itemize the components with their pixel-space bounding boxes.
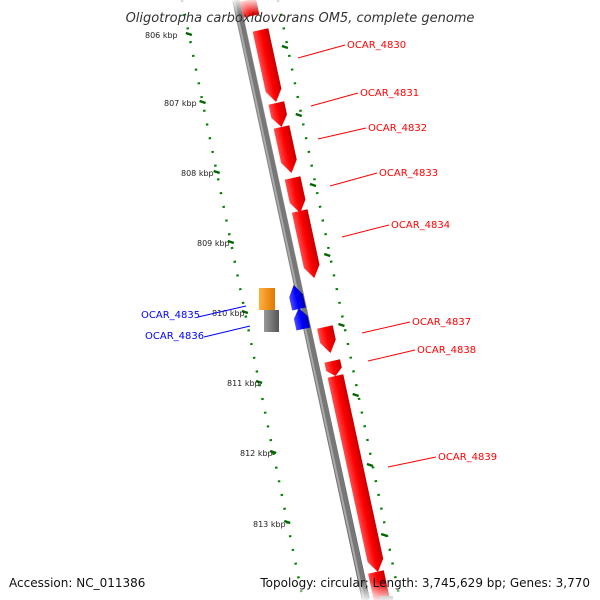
- gene-ocar-4831[interactable]: [268, 101, 289, 128]
- major-tick-right: [366, 462, 374, 468]
- gene-label-ocar-4839[interactable]: OCAR_4839: [438, 452, 497, 463]
- grey-feature[interactable]: [264, 310, 279, 332]
- gene-label-ocar-4838[interactable]: OCAR_4838: [417, 345, 476, 356]
- genome-summary-text: Topology: circular; Length: 3,745,629 bp…: [259, 576, 590, 590]
- gene-ocar-4830[interactable]: [252, 28, 284, 103]
- gene-ocar-4830-shape: [252, 28, 282, 102]
- major-tick-right: [338, 322, 345, 328]
- gene-ocar-4831-shape: [268, 101, 287, 127]
- gene-label-ocar-4833[interactable]: OCAR_4833: [379, 168, 438, 179]
- kbp-tick-labels: 806 kbp 807 kbp 808 kbp 809 kbp 810 kbp …: [145, 31, 286, 529]
- orange-feature[interactable]: [259, 288, 275, 310]
- gene-label-ocar-4830[interactable]: OCAR_4830: [347, 40, 406, 51]
- tick-label-812: 812 kbp: [240, 449, 273, 458]
- gene-ocar-4835[interactable]: [287, 284, 306, 311]
- tick-label-806: 806 kbp: [145, 31, 178, 40]
- bottom-fade: [0, 582, 600, 600]
- dotted-guide-left: [180, 0, 305, 600]
- tick-label-811: 811 kbp: [227, 379, 260, 388]
- gene-ocar-4837-shape: [317, 325, 336, 353]
- gene-label-ocar-4834[interactable]: OCAR_4834: [391, 220, 450, 231]
- tick-label-813: 813 kbp: [253, 520, 286, 529]
- gene-label-ocar-4837[interactable]: OCAR_4837: [412, 317, 471, 328]
- gene-ocar-4836-shape: [293, 308, 311, 331]
- top-fade: [0, 0, 600, 14]
- gene-ocar-4834-shape: [291, 209, 320, 278]
- gene-label-ocar-4831[interactable]: OCAR_4831: [360, 88, 419, 99]
- major-tick-left: [283, 519, 291, 525]
- gene-ocar-4834[interactable]: [291, 209, 322, 279]
- major-tick-right: [352, 392, 360, 398]
- map-title: Oligotropha carboxidovorans OM5, complet…: [126, 11, 475, 26]
- accession-text: Accession: NC_011386: [9, 576, 145, 590]
- major-tick-right: [281, 44, 289, 50]
- major-tick-left: [185, 31, 193, 37]
- gene-ocar-4839[interactable]: [327, 374, 386, 573]
- major-tick-left: [241, 309, 249, 315]
- major-tick-left: [269, 449, 277, 455]
- gene-ocar-4838-shape: [324, 359, 342, 376]
- tick-label-809: 809 kbp: [197, 239, 230, 248]
- tick-guide-dots: [180, 0, 402, 600]
- gene-ocar-4837[interactable]: [317, 325, 338, 354]
- major-tick-right: [295, 112, 303, 118]
- tick-label-808: 808 kbp: [181, 169, 214, 178]
- gene-ocar-4838[interactable]: [324, 359, 343, 377]
- gene-label-ocar-4832[interactable]: OCAR_4832: [368, 123, 427, 134]
- major-tick-left: [227, 239, 235, 245]
- gene-ocar-4832-shape: [273, 125, 297, 174]
- major-tick-left: [255, 379, 263, 385]
- gene-ocar-4832[interactable]: [273, 125, 300, 174]
- gene-ocar-4835-shape: [289, 285, 306, 311]
- tick-label-810: 810 kbp: [212, 309, 245, 318]
- gene-labels: OCAR_4830 OCAR_4831 OCAR_4832 OCAR_4833 …: [141, 40, 497, 468]
- tick-label-807: 807 kbp: [164, 99, 197, 108]
- gene-track: [240, 0, 393, 600]
- gene-ocar-4833-shape: [284, 176, 306, 214]
- major-tick-right: [309, 182, 317, 188]
- gene-ocar-4839-shape: [327, 374, 384, 573]
- major-tick-left: [213, 169, 221, 175]
- gene-ocar-4833[interactable]: [284, 176, 308, 214]
- gene-ocar-4836[interactable]: [292, 307, 311, 331]
- major-tick-right: [380, 532, 388, 538]
- major-tick-left: [199, 99, 206, 105]
- gene-label-ocar-4835[interactable]: OCAR_4835: [141, 310, 200, 321]
- gene-label-ocar-4836[interactable]: OCAR_4836: [145, 331, 204, 342]
- major-tick-right: [323, 252, 331, 258]
